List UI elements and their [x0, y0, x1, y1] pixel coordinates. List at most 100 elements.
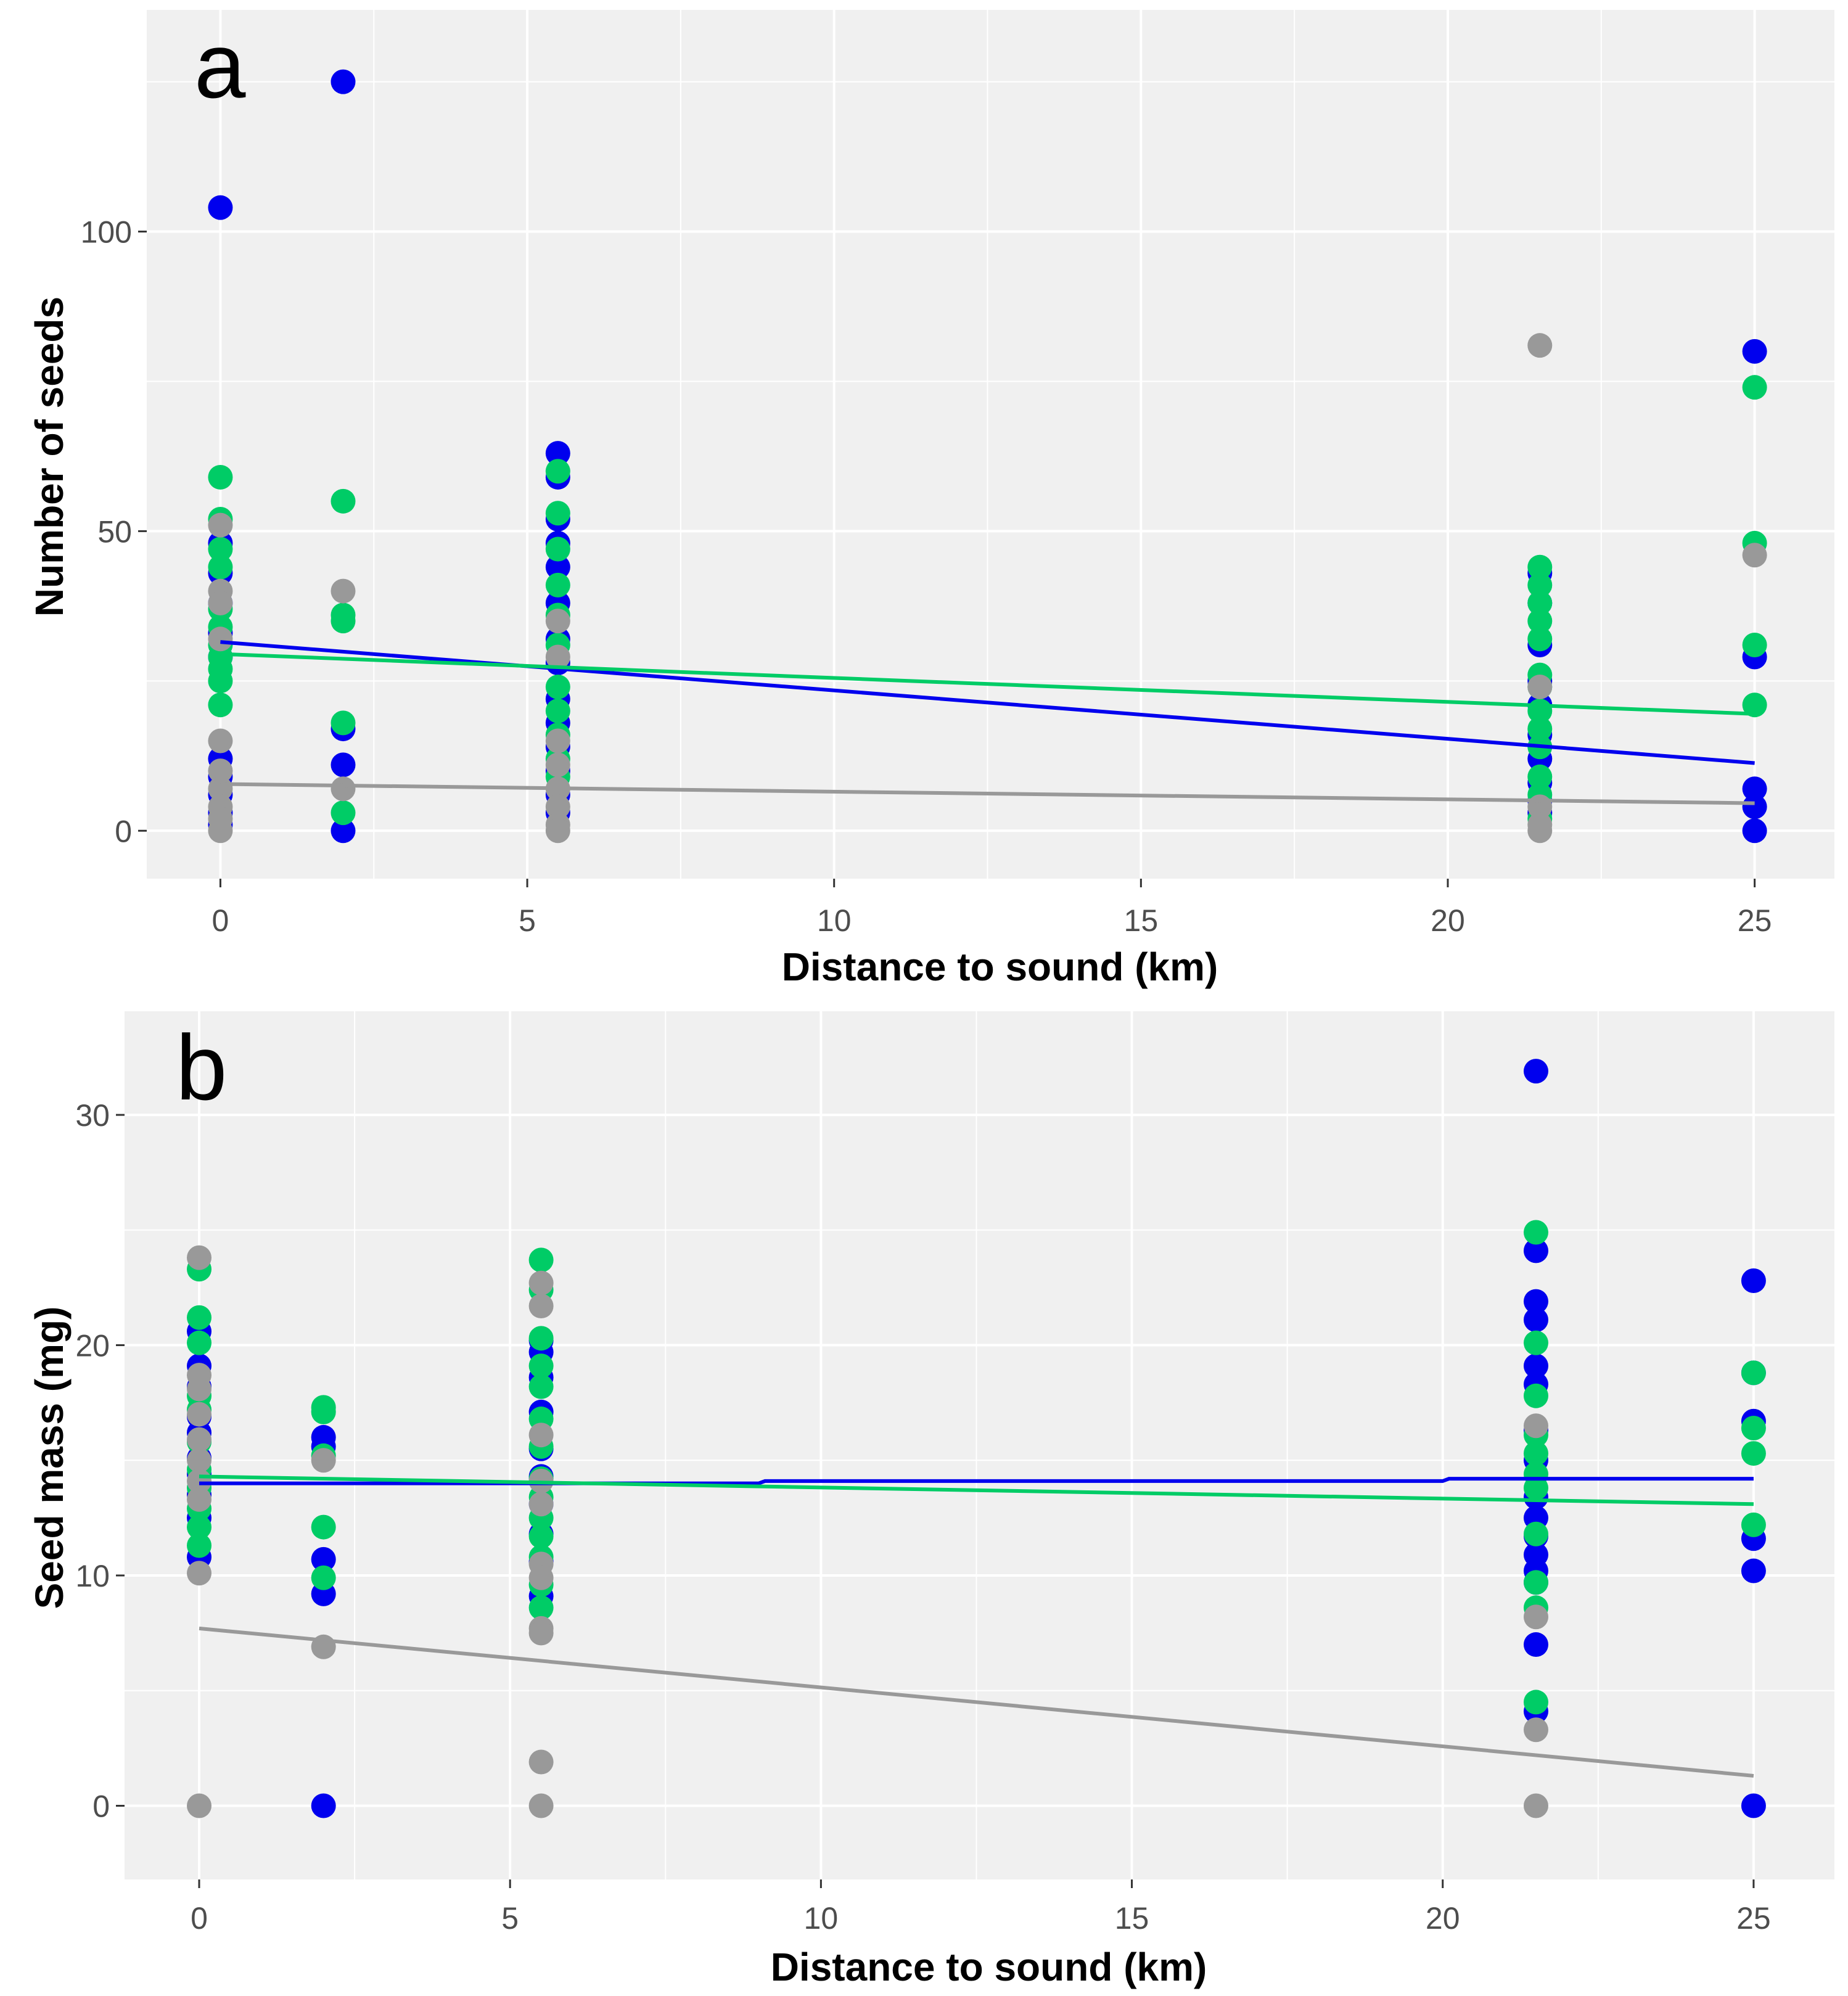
data-point-gray	[187, 1245, 212, 1270]
data-point-green	[208, 464, 233, 490]
data-point-green	[1523, 1220, 1548, 1245]
data-point-blue	[1741, 1558, 1766, 1583]
panel-a: 0 5 10 15 20 25 0 50 100 a Distance to sound (km) N…	[27, 10, 1834, 989]
data-point-green	[545, 459, 570, 484]
data-point-green	[528, 1326, 554, 1351]
y-axis-title: Number of seeds	[27, 297, 72, 617]
data-point-blue	[545, 554, 570, 580]
data-point-gray	[528, 1565, 554, 1590]
data-point-green	[528, 1247, 554, 1273]
plot-background	[147, 10, 1834, 879]
data-point-blue	[1523, 1632, 1548, 1657]
data-point-green	[1523, 1476, 1548, 1501]
data-point-gray	[331, 578, 356, 604]
data-point-green	[528, 1595, 554, 1620]
data-point-gray	[187, 1561, 212, 1586]
data-point-gray	[187, 1427, 212, 1452]
data-point-gray	[1527, 818, 1553, 844]
data-point-gray	[528, 1270, 554, 1296]
data-point-green	[545, 572, 570, 598]
data-point-gray	[545, 609, 570, 634]
data-point-green	[187, 1330, 212, 1355]
data-point-gray	[208, 818, 233, 844]
data-point-blue	[331, 818, 356, 844]
data-point-green	[1741, 1512, 1766, 1537]
data-point-gray	[545, 752, 570, 778]
data-point-gray	[208, 758, 233, 784]
data-point-green	[1741, 1360, 1766, 1386]
y-tick-label: 10	[75, 1559, 110, 1593]
data-point-blue	[1742, 794, 1767, 819]
data-point-green	[1741, 1441, 1766, 1466]
data-point-gray	[187, 1376, 212, 1402]
data-point-green	[187, 1514, 212, 1540]
data-point-green	[311, 1514, 336, 1540]
data-point-green	[528, 1353, 554, 1379]
y-tick-label: 0	[92, 1789, 110, 1823]
x-axis-title: Distance to sound (km)	[782, 945, 1218, 989]
data-point-green	[311, 1399, 336, 1424]
x-tick-label: 5	[501, 1901, 519, 1936]
y-axis-title: Seed mass (mg)	[27, 1307, 72, 1609]
data-point-green	[187, 1305, 212, 1330]
y-tick-label: 100	[81, 215, 132, 250]
x-axis-title: Distance to sound (km)	[771, 1945, 1207, 1989]
data-point-green	[208, 692, 233, 718]
data-point-gray	[208, 512, 233, 538]
data-point-gray	[208, 591, 233, 616]
data-point-gray	[331, 776, 356, 802]
x-tick-label: 5	[519, 903, 536, 938]
series-gray-points	[208, 333, 1767, 844]
data-point-gray	[208, 626, 233, 652]
data-point-green	[331, 609, 356, 634]
x-tick-label: 20	[1426, 1901, 1460, 1936]
data-point-blue	[1523, 1353, 1548, 1379]
plot-background	[125, 1011, 1834, 1879]
panel-letter: a	[194, 14, 246, 117]
data-point-blue	[1741, 1793, 1766, 1818]
data-point-gray	[528, 1620, 554, 1646]
data-point-green	[1527, 717, 1553, 742]
data-point-blue	[1742, 339, 1767, 364]
data-point-gray	[187, 1402, 212, 1427]
data-point-gray	[528, 1749, 554, 1775]
data-point-green	[1742, 633, 1767, 658]
x-tick-label: 0	[191, 1901, 208, 1936]
y-tick-label: 30	[75, 1098, 110, 1133]
data-point-green	[545, 675, 570, 700]
trend-line-green	[220, 652, 1755, 716]
data-point-green	[528, 1374, 554, 1399]
data-point-gray	[545, 728, 570, 754]
y-tick-label: 0	[115, 814, 132, 848]
data-point-green	[331, 710, 356, 736]
trend-line-gray	[220, 782, 1755, 805]
data-point-green	[1523, 1570, 1548, 1595]
trend-line-green	[199, 1474, 1754, 1506]
data-point-blue	[311, 1793, 336, 1818]
data-point-green	[1523, 1690, 1548, 1715]
x-tick-label: 25	[1738, 903, 1772, 938]
data-point-green	[208, 536, 233, 562]
data-point-gray	[1742, 543, 1767, 568]
data-point-gray	[1523, 1604, 1548, 1630]
data-point-gray	[208, 728, 233, 754]
data-point-green	[208, 668, 233, 694]
data-point-green	[1527, 764, 1553, 789]
data-point-gray	[545, 644, 570, 670]
data-point-green	[331, 488, 356, 514]
data-point-green	[1527, 572, 1553, 598]
y-tick-label: 20	[75, 1329, 110, 1363]
data-point-green	[1523, 1383, 1548, 1408]
data-point-gray	[187, 1487, 212, 1512]
data-point-green	[187, 1533, 212, 1558]
data-point-gray	[1527, 333, 1553, 358]
data-point-blue	[311, 1546, 336, 1572]
y-tick-label: 50	[97, 514, 132, 549]
data-point-green	[1527, 609, 1553, 634]
x-tick-label: 20	[1431, 903, 1465, 938]
data-point-blue	[1523, 1307, 1548, 1333]
data-point-blue	[331, 69, 356, 94]
data-point-green	[1523, 1441, 1548, 1466]
data-point-green	[1741, 1415, 1766, 1440]
